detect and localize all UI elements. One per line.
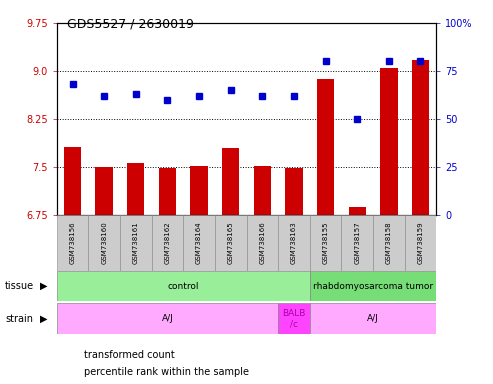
Bar xyxy=(405,215,436,271)
Text: percentile rank within the sample: percentile rank within the sample xyxy=(84,367,249,377)
Text: transformed count: transformed count xyxy=(84,350,175,360)
Bar xyxy=(57,271,310,301)
Bar xyxy=(278,215,310,271)
Bar xyxy=(190,166,208,215)
Bar xyxy=(127,163,144,215)
Text: A/J: A/J xyxy=(162,314,174,323)
Text: GSM738166: GSM738166 xyxy=(259,222,265,264)
Text: BALB
/c: BALB /c xyxy=(282,309,306,328)
Bar xyxy=(159,168,176,215)
Text: GDS5527 / 2630019: GDS5527 / 2630019 xyxy=(67,17,193,30)
Bar xyxy=(152,215,183,271)
Text: A/J: A/J xyxy=(367,314,379,323)
Bar xyxy=(373,215,405,271)
Bar xyxy=(349,207,366,215)
Bar xyxy=(120,215,152,271)
Bar xyxy=(380,68,397,215)
Bar xyxy=(285,168,303,215)
Text: ▶: ▶ xyxy=(40,281,48,291)
Text: strain: strain xyxy=(5,314,33,324)
Text: GSM738163: GSM738163 xyxy=(291,222,297,264)
Text: GSM738157: GSM738157 xyxy=(354,222,360,264)
Bar xyxy=(57,303,278,334)
Bar xyxy=(412,60,429,215)
Bar xyxy=(64,147,81,215)
Bar xyxy=(96,167,113,215)
Text: GSM738162: GSM738162 xyxy=(164,222,171,264)
Text: GSM738165: GSM738165 xyxy=(228,222,234,264)
Text: GSM738160: GSM738160 xyxy=(101,222,107,264)
Bar xyxy=(222,148,240,215)
Bar xyxy=(317,79,334,215)
Bar xyxy=(341,215,373,271)
Bar xyxy=(246,215,278,271)
Text: GSM738158: GSM738158 xyxy=(386,222,392,264)
Text: GSM738161: GSM738161 xyxy=(133,222,139,264)
Bar xyxy=(88,215,120,271)
Text: GSM738164: GSM738164 xyxy=(196,222,202,264)
Bar xyxy=(310,303,436,334)
Bar xyxy=(253,166,271,215)
Bar xyxy=(215,215,246,271)
Text: rhabdomyosarcoma tumor: rhabdomyosarcoma tumor xyxy=(313,281,433,291)
Bar xyxy=(310,215,341,271)
Bar xyxy=(57,215,88,271)
Text: GSM738155: GSM738155 xyxy=(322,222,329,264)
Bar xyxy=(278,303,310,334)
Text: GSM738156: GSM738156 xyxy=(70,222,75,264)
Text: GSM738159: GSM738159 xyxy=(418,222,423,264)
Text: tissue: tissue xyxy=(5,281,34,291)
Text: control: control xyxy=(168,281,199,291)
Bar xyxy=(183,215,215,271)
Bar xyxy=(310,271,436,301)
Text: ▶: ▶ xyxy=(40,314,48,324)
